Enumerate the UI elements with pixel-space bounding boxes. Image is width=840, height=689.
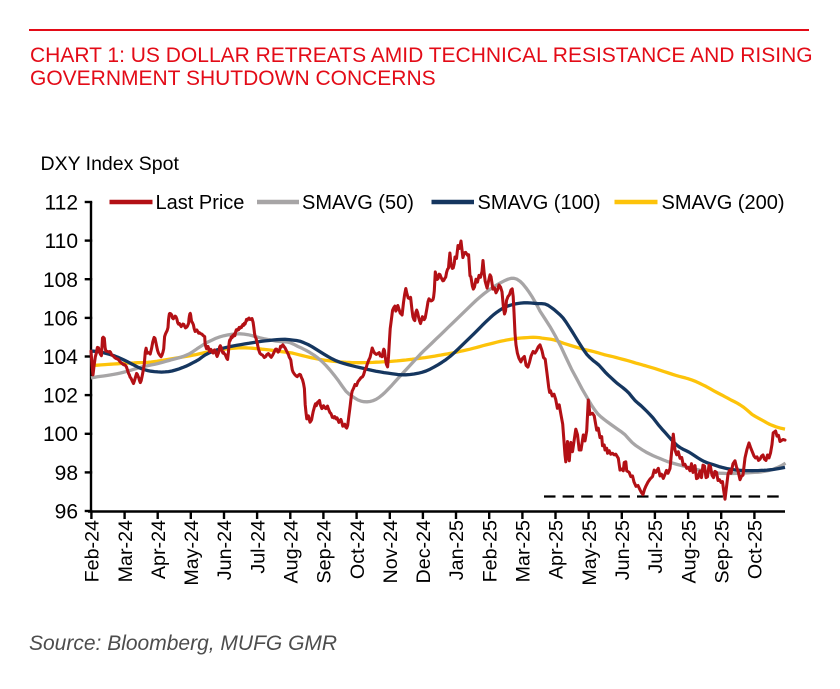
svg-text:May-25: May-25 [579,520,601,586]
svg-text:Jan-25: Jan-25 [446,520,468,580]
svg-text:112: 112 [45,192,78,215]
svg-text:May-24: May-24 [181,520,203,586]
svg-text:Mar-24: Mar-24 [115,520,137,582]
svg-text:Last Price: Last Price [156,192,245,214]
svg-text:Sep-25: Sep-25 [712,520,734,584]
svg-text:102: 102 [43,385,78,408]
svg-text:96: 96 [55,501,78,524]
svg-text:110: 110 [45,230,78,253]
svg-text:Dec-24: Dec-24 [413,520,435,584]
svg-text:SMAVG (100): SMAVG (100) [478,192,601,214]
svg-text:Nov-24: Nov-24 [380,520,402,584]
svg-text:SMAVG (50): SMAVG (50) [302,192,414,214]
svg-text:Oct-25: Oct-25 [745,520,767,579]
svg-text:Feb-25: Feb-25 [479,520,501,582]
svg-text:Oct-24: Oct-24 [347,520,369,579]
svg-text:Sep-24: Sep-24 [314,520,336,584]
svg-text:Apr-25: Apr-25 [546,520,568,579]
svg-text:106: 106 [43,307,78,330]
svg-text:SMAVG (200): SMAVG (200) [662,192,785,214]
svg-text:98: 98 [55,462,78,485]
svg-text:Jun-24: Jun-24 [214,520,236,580]
svg-text:Feb-24: Feb-24 [82,520,104,582]
svg-text:Mar-25: Mar-25 [513,520,535,582]
svg-text:Aug-24: Aug-24 [281,520,303,584]
svg-text:Apr-24: Apr-24 [148,520,170,579]
svg-text:Jul-24: Jul-24 [247,520,269,574]
svg-text:Jul-25: Jul-25 [645,520,667,574]
svg-text:100: 100 [43,423,78,446]
svg-text:Aug-25: Aug-25 [678,520,700,584]
svg-text:Jun-25: Jun-25 [612,520,634,580]
svg-text:108: 108 [43,269,78,292]
svg-text:104: 104 [43,346,78,369]
